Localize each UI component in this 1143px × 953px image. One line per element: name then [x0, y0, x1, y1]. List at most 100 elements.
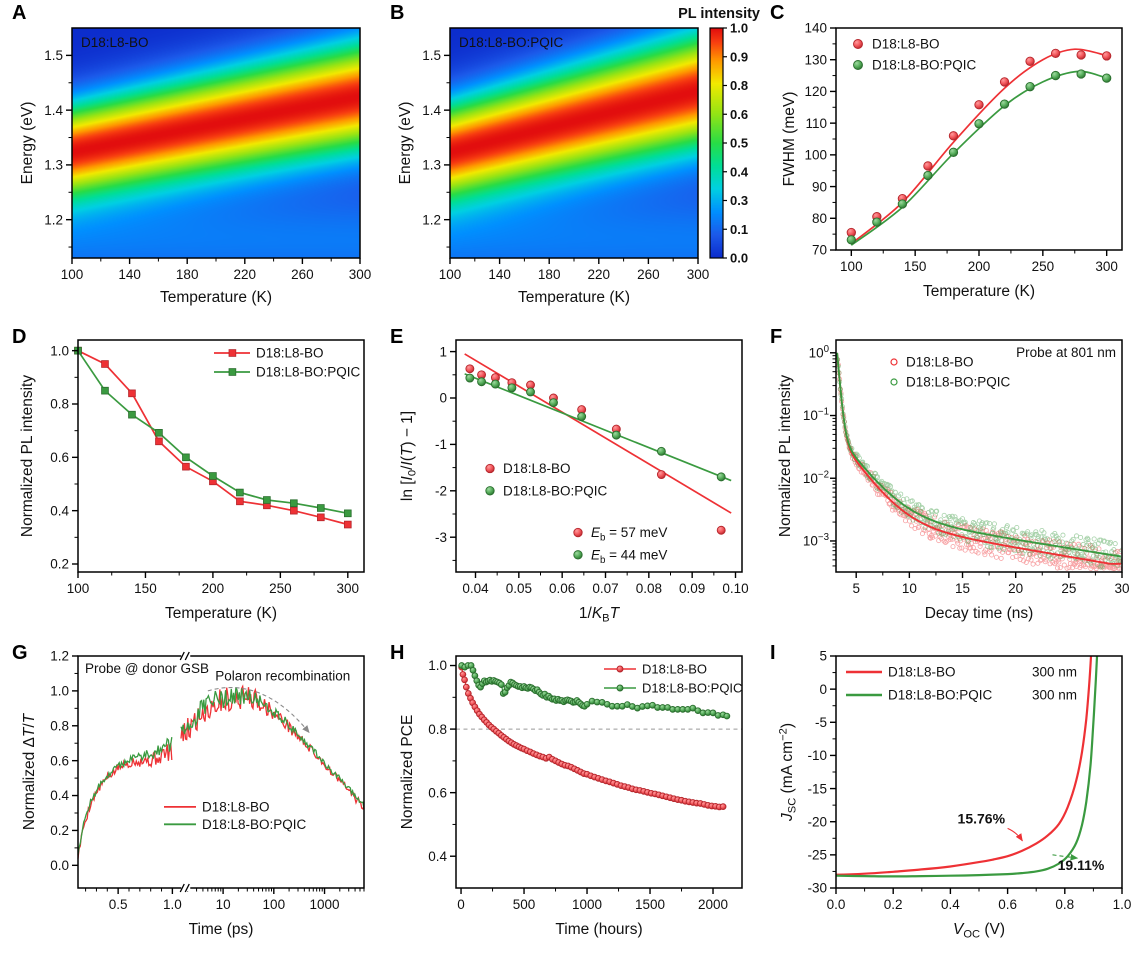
svg-text:D18:L8-BO:PQIC: D18:L8-BO:PQIC — [872, 58, 977, 73]
axes-D: 100 150 200 250 300 0.2 0.4 0.6 0.8 1.0 Temperatur… — [19, 339, 365, 622]
svg-text:0.06: 0.06 — [549, 581, 575, 596]
pce-green: 19.11% — [1058, 857, 1105, 873]
chart-H: 0 500 1000 1500 2000 0.4 0.6 0.8 1.0 Time (hours)… — [399, 655, 743, 938]
svg-text:1.3: 1.3 — [44, 158, 63, 173]
svg-text:100: 100 — [439, 267, 462, 282]
series-red-C — [846, 48, 1112, 245]
pce-red: 15.76% — [958, 811, 1006, 827]
series-red-G — [77, 684, 365, 859]
svg-text:5: 5 — [819, 649, 827, 664]
svg-text:150: 150 — [134, 581, 157, 596]
svg-text:1.0: 1.0 — [50, 684, 69, 699]
svg-text:0.07: 0.07 — [592, 581, 618, 596]
svg-text:D18:L8-BO:PQIC: D18:L8-BO:PQIC — [642, 681, 742, 696]
svg-text:D18:L8-BO:PQIC: D18:L8-BO:PQIC — [906, 375, 1011, 390]
colorbar-title: PL intensity — [678, 6, 760, 22]
svg-text:140: 140 — [804, 21, 827, 36]
svg-text:0.1: 0.1 — [730, 222, 748, 237]
svg-text:0.8: 0.8 — [428, 722, 447, 737]
svg-text:1.0: 1.0 — [428, 658, 447, 673]
svg-text:1.2: 1.2 — [44, 212, 63, 227]
svg-text:D18:L8-BO:PQIC: D18:L8-BO:PQIC — [888, 688, 993, 703]
series-red-E — [464, 353, 732, 535]
svg-text:0: 0 — [457, 897, 465, 912]
svg-text:100: 100 — [67, 581, 90, 596]
legend-I: D18:L8-BO 300 nm D18:L8-BO:PQIC 300 nm — [846, 665, 1077, 703]
svg-text:20: 20 — [1008, 581, 1023, 596]
chart-I: 0.0 0.2 0.4 0.6 0.8 1.0 5 0 -5 -10 -15 -20 -25 -30 VOC… — [778, 649, 1132, 941]
svg-text:0.2: 0.2 — [884, 897, 903, 912]
heatmap-B — [450, 28, 698, 258]
chart-B: 100 140 180 220 260 300 1.2 1.3 1.4 1.5 Temperatur… — [397, 6, 760, 306]
scatter-red-F — [836, 357, 1122, 572]
svg-text:D18:L8-BO: D18:L8-BO — [872, 37, 940, 52]
svg-text:10−1: 10−1 — [803, 407, 829, 424]
svg-text:30: 30 — [1114, 581, 1129, 596]
svg-text:15: 15 — [955, 581, 970, 596]
svg-text:1/KBT: 1/KBT — [579, 605, 621, 625]
svg-text:JSC (mA cm−2): JSC (mA cm−2) — [778, 723, 799, 822]
svg-text:80: 80 — [812, 211, 827, 226]
svg-text:Time (ps): Time (ps) — [189, 921, 254, 938]
svg-text:0.4: 0.4 — [730, 164, 749, 179]
svg-text:220: 220 — [234, 267, 257, 282]
svg-text:1.2: 1.2 — [50, 649, 69, 664]
svg-text:10: 10 — [902, 581, 917, 596]
svg-text:-3: -3 — [435, 530, 447, 545]
panel-letter-B: B — [390, 2, 405, 24]
svg-text:150: 150 — [904, 259, 927, 274]
panel-letter-E: E — [390, 326, 404, 348]
svg-text:Normalized PCE: Normalized PCE — [399, 715, 416, 830]
svg-text:200: 200 — [202, 581, 225, 596]
panel-B: B 100 140 180 220 260 300 1.2 1.3 1.4 1.5 Temperat… — [386, 2, 764, 312]
legend-E-eb: Eb = 57 meV Eb = 44 meV — [573, 525, 667, 566]
colorbar-frame — [709, 27, 724, 259]
svg-text:Energy (eV): Energy (eV) — [19, 102, 36, 185]
scatter-green-F — [836, 357, 1122, 570]
svg-text:100: 100 — [804, 148, 827, 163]
svg-text:140: 140 — [488, 267, 511, 282]
jv-curve-green — [836, 656, 1099, 878]
svg-text:-30: -30 — [807, 881, 827, 896]
svg-text:D18:L8-BO: D18:L8-BO — [503, 461, 571, 476]
panel-D: D 100 150 200 250 300 0.2 0.4 0.6 0.8 1.0 Temperat… — [8, 326, 382, 638]
annotation-polaron: Polaron recombination — [215, 668, 350, 683]
chart-G: 0.5 1.0 10 100 1000 0.0 0.2 0.4 0.6 0.8 1.0 1.2 Time… — [21, 649, 365, 938]
series-green-G — [77, 686, 365, 855]
heatmap-title-B: D18:L8-BO:PQIC — [459, 35, 564, 50]
note-G: Probe @ donor GSB — [85, 661, 209, 676]
svg-text:0.0: 0.0 — [827, 897, 846, 912]
panel-A: A 100 140 180 220 260 300 1.2 1.3 1.4 1.5 Temperat… — [8, 2, 382, 312]
panel-H: H 0 500 1000 1500 2000 0.4 0.6 0.8 1.0 Time (hour… — [386, 642, 760, 953]
chart-A: 100 140 180 220 260 300 1.2 1.3 1.4 1.5 Temperatur… — [19, 27, 371, 306]
svg-text:Temperature (K): Temperature (K) — [160, 289, 272, 306]
svg-text:100: 100 — [840, 259, 863, 274]
chart-E: 0.04 0.05 0.06 0.07 0.08 0.09 0.10 1 0 -1 -2 -3 1/KB… — [399, 339, 749, 625]
legend-D: D18:L8-BO D18:L8-BO:PQIC — [214, 346, 361, 380]
svg-text:0.8: 0.8 — [50, 718, 69, 733]
axes-E: 0.04 0.05 0.06 0.07 0.08 0.09 0.10 1 0 -1 -2 -3 1/KB… — [399, 339, 749, 625]
panel-letter-D: D — [12, 326, 27, 348]
svg-text:1.5: 1.5 — [422, 48, 441, 63]
svg-text:70: 70 — [812, 243, 827, 258]
svg-text:1500: 1500 — [635, 897, 665, 912]
series-green-E — [464, 373, 732, 482]
panel-letter-A: A — [12, 2, 27, 24]
svg-text:0.2: 0.2 — [50, 823, 69, 838]
svg-text:0.2: 0.2 — [50, 557, 69, 572]
svg-text:1.0: 1.0 — [50, 343, 69, 358]
svg-text:0.0: 0.0 — [50, 858, 69, 873]
svg-text:Normalized PL intensity: Normalized PL intensity — [777, 375, 794, 537]
axes-I: 0.0 0.2 0.4 0.6 0.8 1.0 5 0 -5 -10 -15 -20 -25 -30 VOC… — [778, 649, 1132, 941]
svg-text:1.3: 1.3 — [422, 158, 441, 173]
axes-B: 100 140 180 220 260 300 1.2 1.3 1.4 1.5 Temperatur… — [397, 27, 709, 306]
svg-text:0.09: 0.09 — [679, 581, 705, 596]
legend-C: D18:L8-BO D18:L8-BO:PQIC — [853, 37, 977, 73]
svg-text:1.4: 1.4 — [422, 103, 441, 118]
svg-text:0.8: 0.8 — [730, 78, 748, 93]
axes-G: 0.5 1.0 10 100 1000 0.0 0.2 0.4 0.6 0.8 1.0 1.2 Time… — [21, 649, 365, 938]
svg-text:Normalized PL intensity: Normalized PL intensity — [19, 375, 36, 537]
svg-text:0.0: 0.0 — [730, 251, 748, 266]
series-green-H — [458, 662, 731, 720]
svg-text:D18:L8-BO: D18:L8-BO — [906, 355, 974, 370]
